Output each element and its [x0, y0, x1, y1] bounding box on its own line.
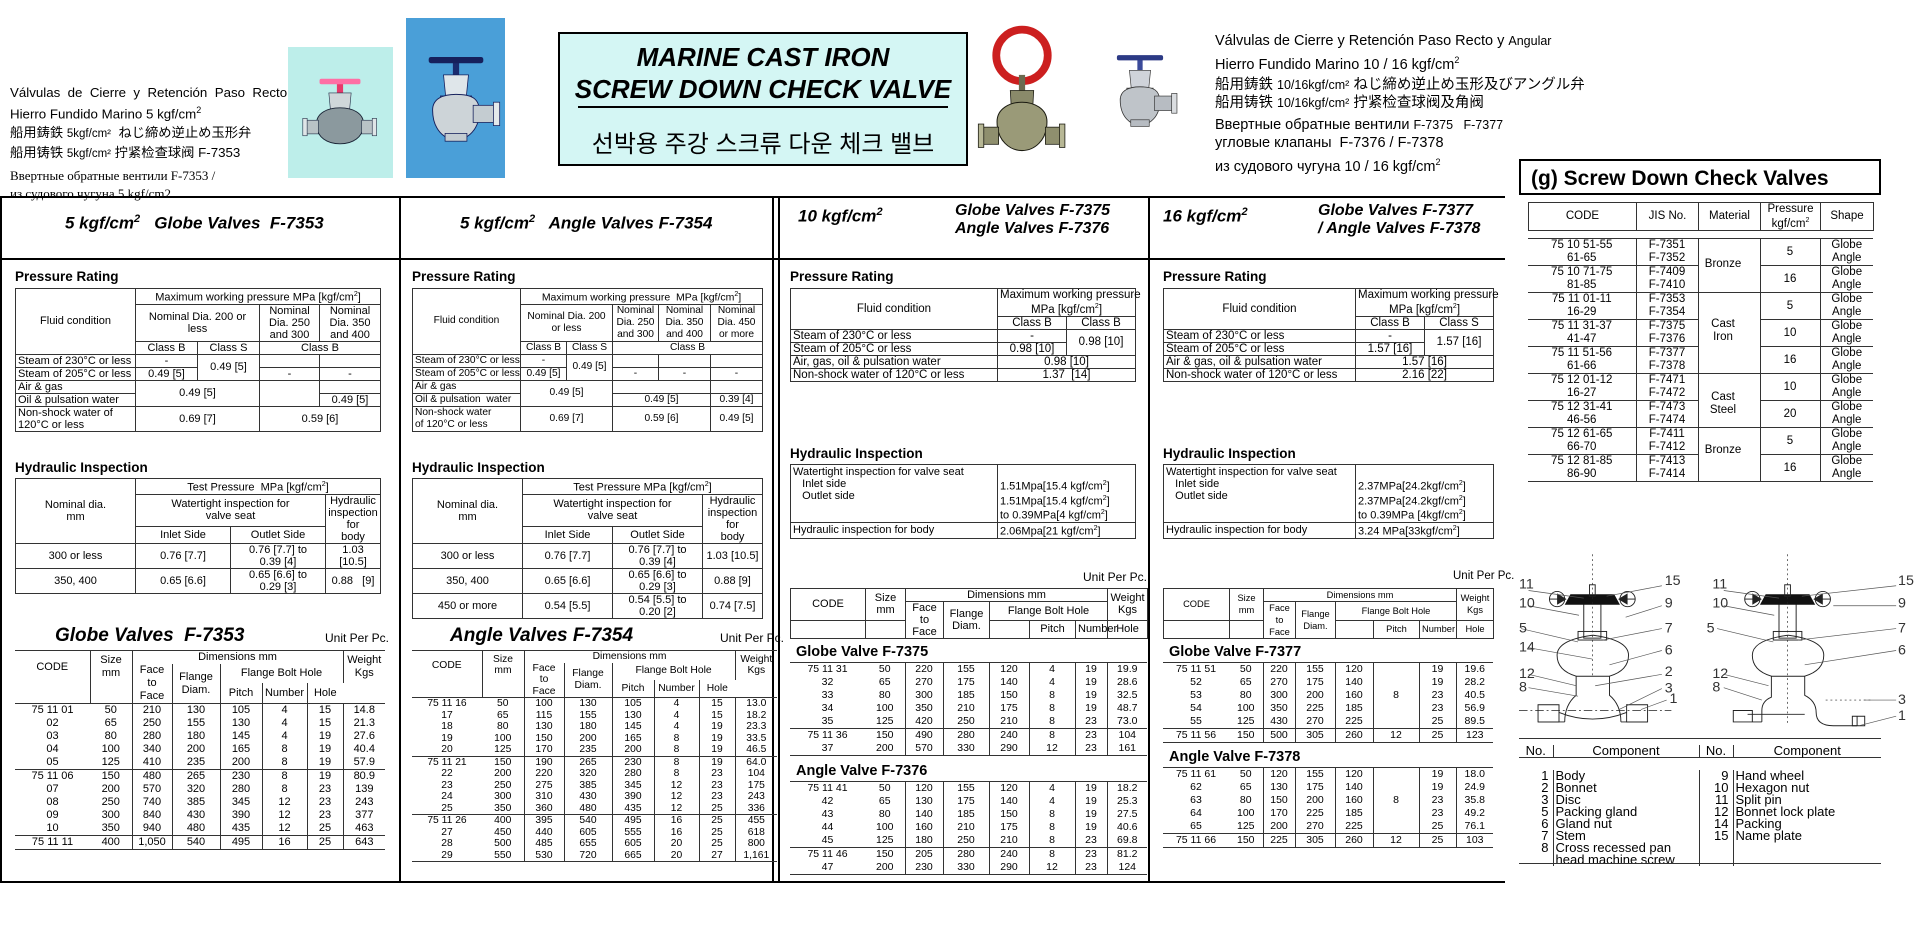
svg-text:5: 5: [1707, 620, 1715, 636]
svg-text:6: 6: [1898, 642, 1906, 658]
svg-text:10: 10: [1712, 596, 1728, 612]
svg-text:6: 6: [1665, 642, 1673, 658]
svg-text:9: 9: [1898, 596, 1906, 612]
svg-text:10: 10: [1519, 596, 1535, 612]
svg-text:11: 11: [1712, 577, 1727, 593]
svg-text:7: 7: [1898, 620, 1906, 636]
svg-text:1: 1: [1898, 708, 1906, 724]
svg-text:15: 15: [1898, 573, 1914, 589]
svg-text:3: 3: [1898, 692, 1906, 708]
svg-text:8: 8: [1519, 679, 1527, 695]
svg-text:1: 1: [1669, 691, 1677, 707]
svg-text:2: 2: [1665, 664, 1673, 680]
svg-text:8: 8: [1712, 679, 1720, 695]
svg-text:15: 15: [1665, 573, 1681, 589]
svg-text:14: 14: [1519, 639, 1535, 655]
svg-text:7: 7: [1665, 620, 1673, 636]
svg-text:5: 5: [1519, 620, 1527, 636]
svg-text:9: 9: [1665, 596, 1673, 612]
svg-text:11: 11: [1519, 577, 1534, 593]
